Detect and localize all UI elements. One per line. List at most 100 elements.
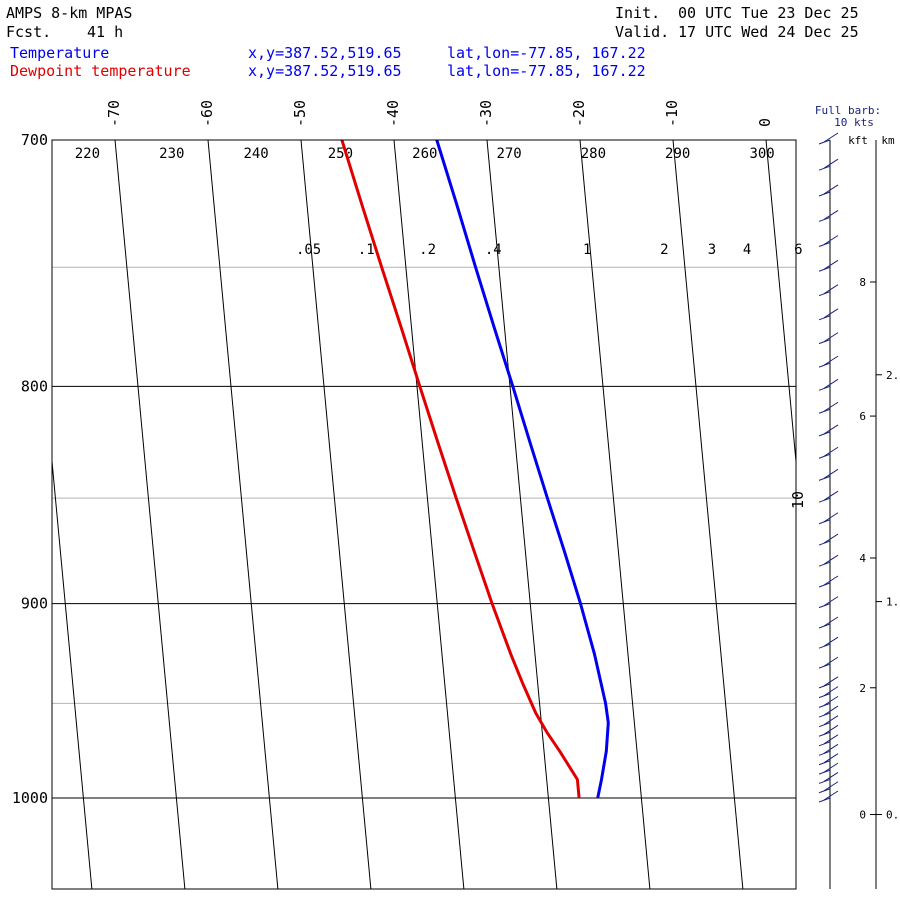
mixing-label-0.2: .2 (419, 242, 436, 258)
kft-label-8: 8 (859, 276, 866, 289)
barb-flag-945 (823, 686, 839, 697)
wind-barb-975 (818, 743, 839, 756)
isotherm-label--30: -30 (477, 100, 495, 127)
barb-flag-900 (823, 596, 839, 607)
wind-barb-940 (818, 676, 839, 689)
isotherm-label--20: -20 (570, 100, 588, 127)
wind-barb-850 (818, 490, 839, 503)
pressure-label-900: 900 (21, 595, 48, 613)
forecast-label: Fcst. (6, 23, 52, 41)
wind-barb-930 (818, 656, 839, 669)
barb-flag-920 (823, 636, 839, 647)
barb-flag-720 (823, 184, 839, 195)
barb-flag-955 (823, 705, 839, 716)
wind-barb-870 (818, 533, 839, 546)
wind-barb-720 (818, 184, 839, 197)
wind-barb-column (818, 132, 839, 889)
adiabat-label-300: 300 (749, 146, 774, 162)
isotherm--50 (300, 140, 372, 889)
isotherm--80 (52, 456, 93, 889)
barb-flag-890 (823, 575, 839, 586)
mixing-label-0.1: .1 (358, 242, 375, 258)
barb-flag-800 (823, 378, 839, 389)
wind-barb-800 (818, 378, 839, 391)
isotherm-label--60: -60 (198, 100, 216, 127)
legend-temperature-xy: x,y=387.52,519.65 (248, 44, 402, 62)
isotherm--40 (393, 140, 465, 889)
wind-barb-920 (818, 636, 839, 649)
wind-barb-950 (818, 695, 839, 708)
model-title: AMPS 8-km MPAS (6, 4, 133, 22)
wind-barb-970 (818, 734, 839, 747)
isotherm-label--40: -40 (384, 100, 402, 127)
wind-barb-945 (818, 686, 839, 699)
isotherm--70 (114, 140, 186, 889)
barb-flag-780 (823, 332, 839, 343)
wind-barb-840 (818, 468, 839, 481)
barb-flag-700 (823, 132, 839, 143)
wind-barb-700 (818, 132, 839, 145)
barb-flag-990 (823, 772, 839, 782)
barb-flag-940 (823, 676, 839, 687)
init-label: Init. (615, 4, 661, 22)
barb-flag-985 (823, 762, 839, 773)
isotherm--10 (672, 140, 744, 889)
wind-barb-960 (818, 715, 839, 728)
valid-time: 17 UTC Wed 24 Dec 25 (678, 23, 859, 41)
kft-label-0: 0 (859, 809, 866, 822)
isotherm-labels: -70 -60 -50 -40 -30 -20 -10 0 10 (105, 100, 807, 509)
kft-label-4: 4 (859, 552, 866, 565)
kft-label-6: 6 (859, 410, 866, 423)
init-time: 00 UTC Tue 23 Dec 25 (678, 4, 859, 22)
legend-dewpoint-latlon: lat,lon=-77.85, 167.22 (447, 62, 646, 80)
barb-flag-820 (823, 424, 839, 435)
wind-barb-980 (818, 753, 839, 766)
isotherm-label--70: -70 (105, 100, 123, 127)
barb-flag-980 (823, 753, 839, 764)
barb-flag-880 (823, 554, 839, 565)
adiabat-label-220: 220 (75, 146, 100, 162)
barb-flag-790 (823, 355, 839, 366)
wind-barb-740 (818, 235, 839, 247)
mixing-label-3: 3 (708, 242, 716, 258)
barb-flag-740 (823, 235, 839, 245)
adiabat-label-280: 280 (581, 146, 606, 162)
plot-frame (51, 139, 797, 890)
barb-flag-970 (823, 734, 839, 745)
isotherm-label--50: -50 (291, 100, 309, 127)
wind-barb-890 (818, 575, 839, 588)
legend-dewpoint-name: Dewpoint temperature (10, 62, 191, 80)
pressure-label-1000: 1000 (12, 789, 48, 807)
barb-flag-950 (823, 695, 839, 706)
sounding-traces (340, 140, 610, 799)
wind-barb-790 (818, 355, 839, 368)
wind-barb-780 (818, 332, 839, 345)
wind-barb-750 (818, 259, 839, 272)
wind-barb-830 (818, 446, 839, 459)
legend-temperature-latlon: lat,lon=-77.85, 167.22 (447, 44, 646, 62)
barb-flag-810 (823, 401, 839, 412)
mixing-label-1: 1 (583, 242, 591, 258)
mixing-label-4: 4 (743, 242, 751, 258)
wind-barb-770 (818, 308, 839, 321)
wind-barb-1000 (818, 790, 839, 803)
wind-barb-730 (818, 209, 839, 222)
isotherm--60 (207, 140, 279, 889)
forecast-hour: 41 h (87, 23, 124, 41)
km-label-0: 0. (886, 809, 899, 822)
isotherm-label-10: 10 (789, 491, 807, 509)
adiabat-mixing-labels: 220 230 240 250 260 270 280 290 300.05.1.2.4 1 2 3 4… (75, 146, 803, 258)
wind-barb-995 (818, 781, 839, 794)
barb-flag-770 (823, 308, 839, 319)
barb-flag-860 (823, 512, 839, 523)
barb-flag-1000 (823, 790, 839, 801)
wind-barb-985 (818, 762, 839, 775)
barb-flag-830 (823, 446, 839, 457)
valid-label: Valid. (615, 23, 670, 41)
temperature-trace (435, 140, 610, 799)
wind-barb-880 (818, 554, 839, 567)
adiabat-label-260: 260 (412, 146, 437, 162)
wind-barb-710 (818, 158, 839, 171)
km-label-2: 2. (886, 369, 899, 382)
